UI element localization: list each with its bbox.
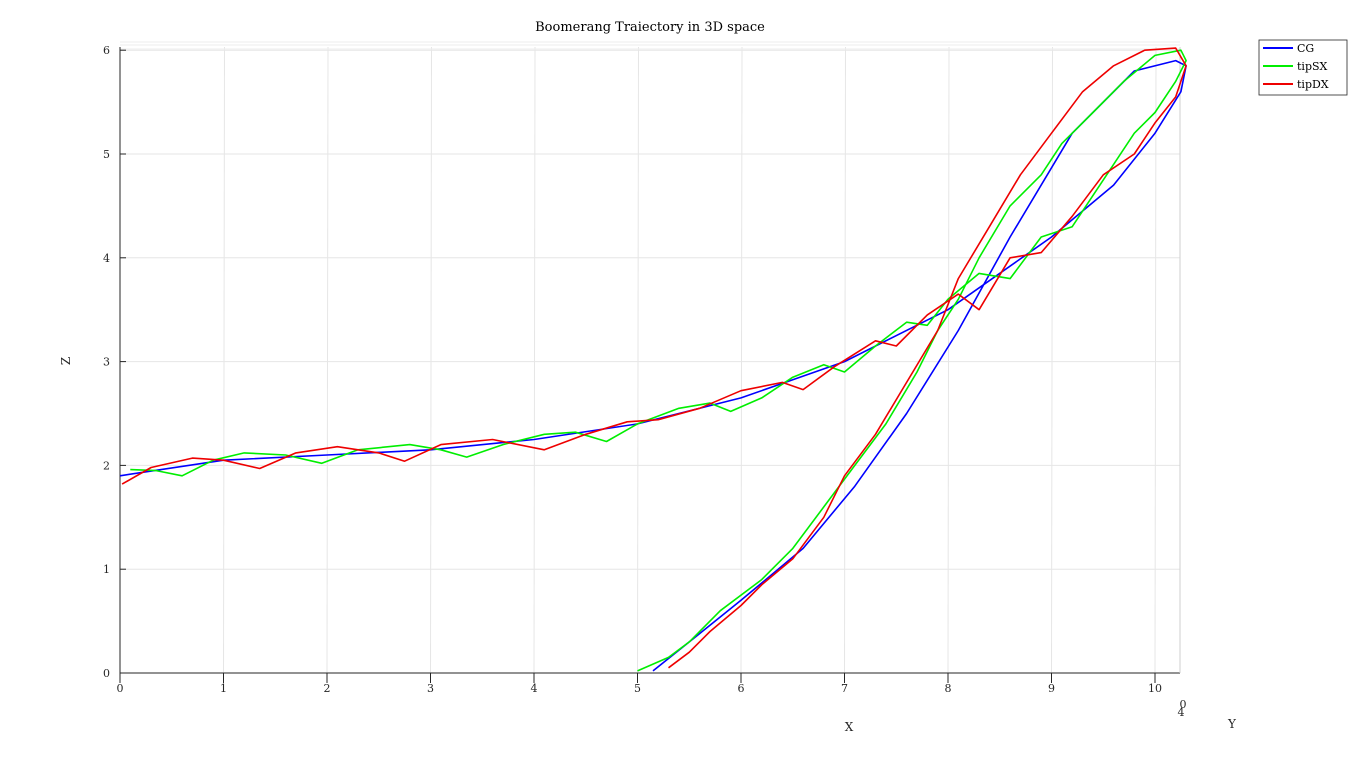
z-tick-label: 1	[103, 563, 110, 576]
z-tick-label: 4	[103, 252, 110, 265]
x-tick-label: 3	[427, 682, 434, 695]
x-tick-label: 1	[220, 682, 227, 695]
x-tick-label: 7	[841, 682, 848, 695]
y-tick-label-0: 0	[1180, 698, 1187, 711]
z-tick-label: 5	[103, 148, 110, 161]
x-gridline	[740, 46, 743, 674]
x-gridline	[533, 46, 536, 674]
axes	[119, 47, 1181, 674]
z-tick-label: 6	[103, 44, 110, 57]
x-gridline	[223, 46, 225, 674]
z-tick-label: 0	[103, 667, 110, 680]
legend: CG tipSX tipDX	[1258, 39, 1348, 96]
legend-label-tipsx: tipSX	[1297, 60, 1328, 73]
chart-title: Boomerang Traiectory in 3D space	[535, 20, 765, 35]
x-ticks: 0 1 2 3 4 5 6 7 8 9 10	[117, 673, 1162, 695]
x-gridline	[947, 46, 950, 674]
series-line-tipsx	[130, 49, 1187, 672]
legend-label-cg: CG	[1297, 42, 1314, 55]
series-line-cg	[119, 59, 1187, 672]
series	[119, 47, 1187, 672]
series-line-tipdx	[121, 47, 1187, 669]
z-ticks: 0 1 2 3 4 5 6	[103, 44, 126, 680]
x-gridline	[1154, 46, 1157, 674]
x-gridline	[637, 46, 639, 674]
z-tick-label: 3	[103, 356, 110, 369]
y-tick-label-1: 4	[1178, 706, 1185, 719]
grid	[120, 41, 1180, 674]
x-tick-label: 4	[531, 682, 538, 695]
x-axis-label: X	[845, 720, 854, 734]
x-tick-label: 8	[945, 682, 952, 695]
y-axis-label: Y	[1227, 717, 1237, 731]
z-tick-label: 2	[103, 459, 110, 472]
x-tick-label: 6	[738, 682, 745, 695]
x-tick-label: 0	[117, 682, 124, 695]
x-tick-label: 2	[324, 682, 331, 695]
x-gridline	[1051, 46, 1053, 674]
z-axis-label: Z	[59, 357, 73, 365]
x-tick-label: 10	[1148, 682, 1162, 695]
x-tick-label: 5	[634, 682, 641, 695]
legend-label-tipdx: tipDX	[1297, 78, 1329, 91]
legend-box	[1258, 39, 1348, 96]
x-gridline	[430, 46, 432, 674]
x-gridline	[326, 46, 329, 674]
x-tick-label: 9	[1048, 682, 1055, 695]
